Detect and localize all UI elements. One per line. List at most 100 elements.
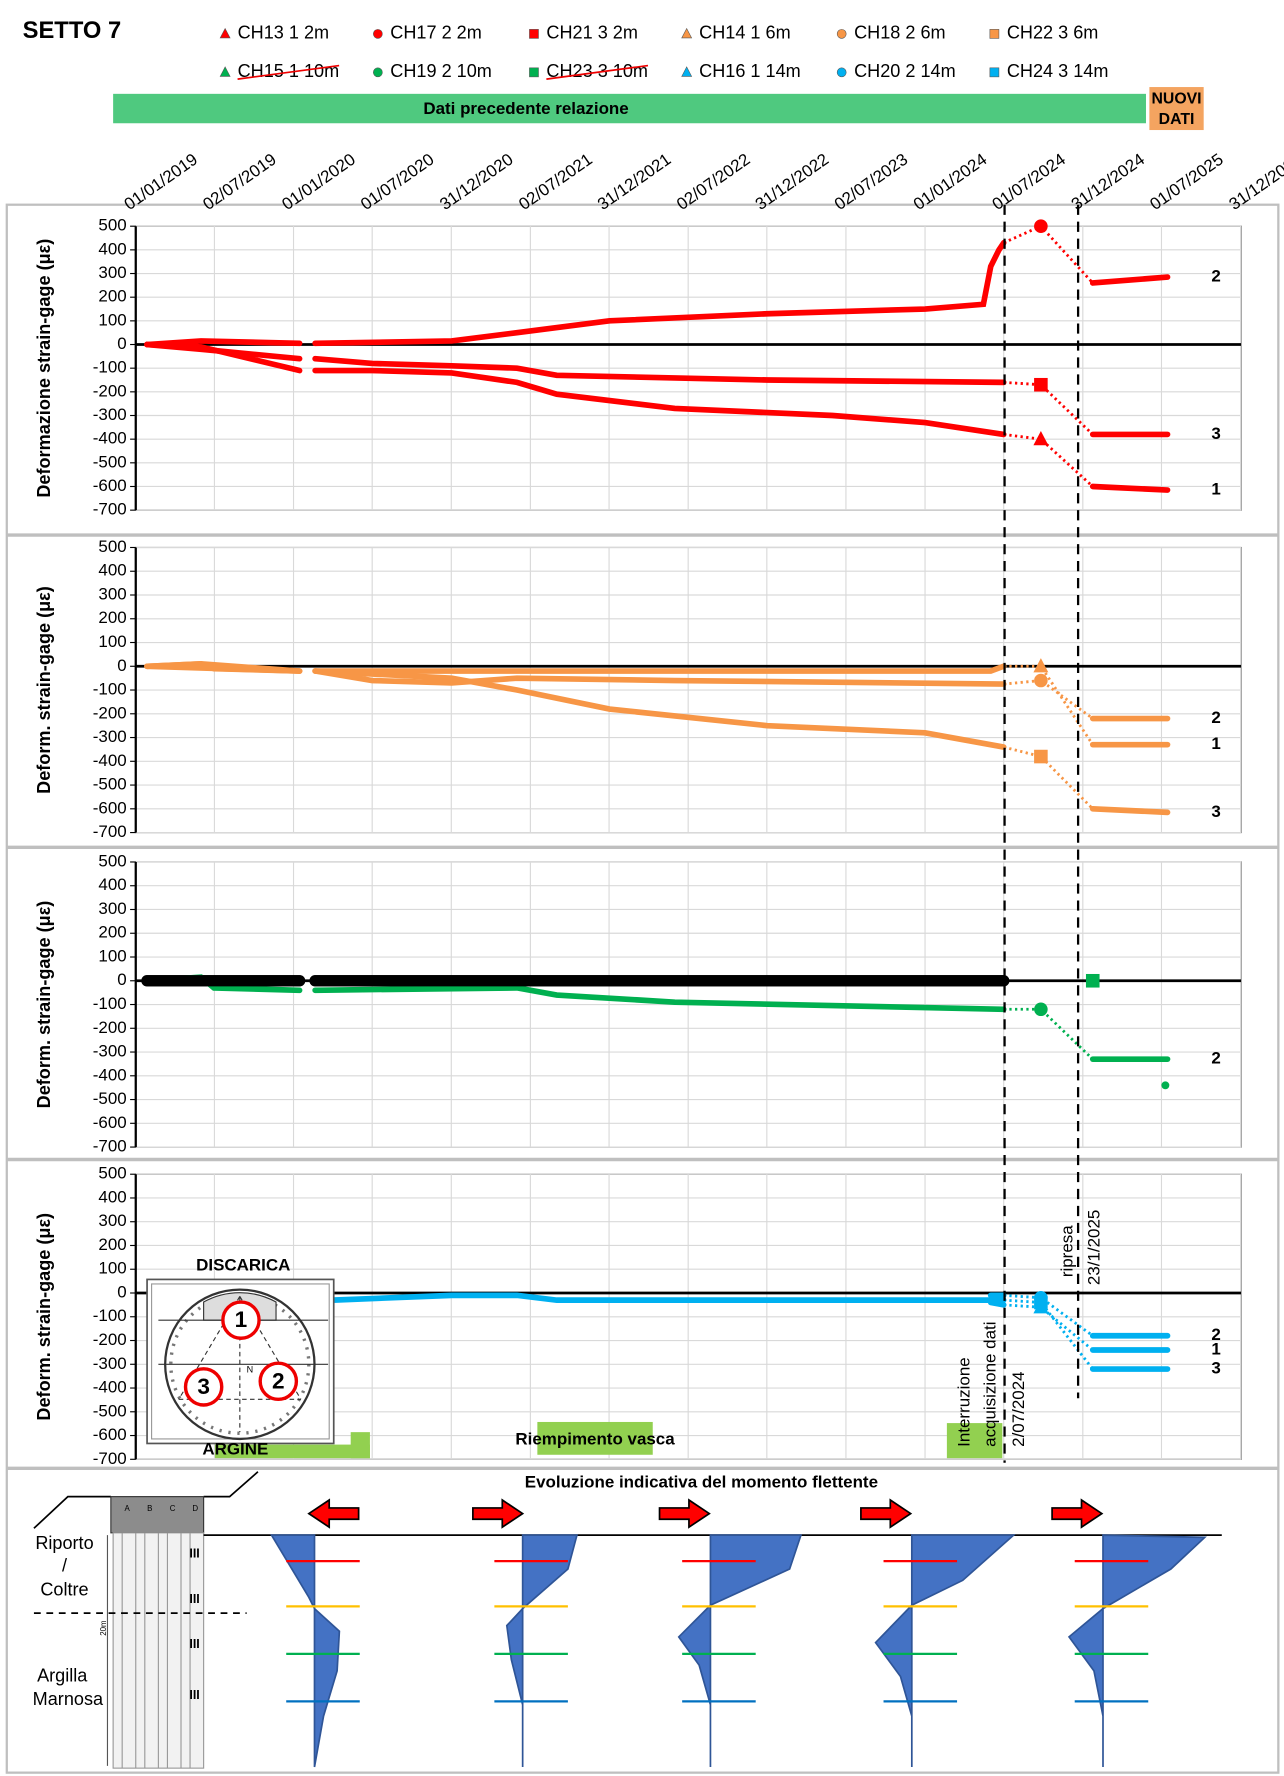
legend-label: CH13 1 2m	[238, 23, 330, 43]
end-label: 2	[1211, 1325, 1220, 1344]
gauge-label: III	[189, 1637, 199, 1651]
legend-label: CH17 2 2m	[390, 23, 482, 43]
series-line	[1089, 274, 1171, 286]
y-tick-label: 100	[98, 632, 126, 651]
landfill-label: DISCARICA	[196, 1255, 290, 1274]
legend-marker	[989, 29, 1000, 39]
gauge-label: III	[189, 1592, 199, 1606]
layer-label: Coltre	[40, 1579, 88, 1599]
column-label: D	[192, 1504, 198, 1513]
end-label: 1	[1211, 734, 1220, 753]
marker	[1034, 1295, 1048, 1310]
y-tick-label: -400	[93, 1065, 127, 1084]
legend-marker	[373, 29, 383, 39]
y-tick-label: -200	[93, 1330, 127, 1349]
column-label: C	[170, 1504, 176, 1513]
legend-strikethrough	[546, 64, 649, 80]
series-line	[144, 663, 1007, 750]
end-label: 2	[1211, 267, 1220, 286]
layer-label: Argilla	[37, 1665, 88, 1685]
marker	[1085, 973, 1100, 988]
inset-north: N	[247, 1364, 254, 1374]
y-tick-label: 300	[98, 584, 126, 603]
legend-label: CH23 3 10m	[546, 61, 648, 81]
embankment-label: ARGINE	[202, 1440, 268, 1459]
connector	[1003, 745, 1094, 810]
y-tick-label: -400	[93, 429, 127, 448]
y-tick-label: -100	[93, 358, 127, 377]
y-tick-label: -100	[93, 994, 127, 1013]
legend-marker	[681, 66, 693, 77]
arrow	[658, 1498, 711, 1529]
series-line	[330, 1292, 1007, 1303]
connector	[1003, 1293, 1094, 1337]
legend-label: CH15 1 10m	[238, 61, 340, 81]
end-label: 1	[1211, 1339, 1220, 1358]
inset-label: 1	[235, 1307, 248, 1332]
marker	[1033, 431, 1049, 446]
marker	[1034, 749, 1048, 764]
y-tick-label: 0	[117, 970, 126, 989]
y-tick-label: 300	[98, 263, 126, 282]
y-tick-label: 400	[98, 561, 126, 580]
arrow	[472, 1498, 525, 1529]
end-label: 3	[1211, 1359, 1220, 1378]
legend-marker	[529, 67, 539, 78]
y-tick-label: -500	[93, 452, 127, 471]
legend-marker	[836, 29, 847, 39]
inset-label: 3	[197, 1374, 210, 1399]
layer-label: /	[62, 1556, 68, 1576]
y-tick-label: -300	[93, 405, 127, 424]
moment-diagram	[505, 1534, 579, 1768]
arrow	[860, 1498, 913, 1529]
y-tick-label: 100	[98, 946, 126, 965]
y-tick-label: 500	[98, 216, 126, 235]
legend-marker	[529, 29, 539, 39]
column-label: A	[124, 1504, 130, 1513]
series-line	[144, 341, 1007, 386]
y-tick-label: -600	[93, 1425, 127, 1444]
arrow	[307, 1498, 360, 1529]
new-data-label: NUOVI	[1151, 91, 1201, 108]
y-tick-label: 200	[98, 608, 126, 627]
depth-label: 20m	[99, 1620, 108, 1636]
y-tick-label: -300	[93, 727, 127, 746]
connector	[1003, 380, 1094, 436]
annotations: Interruzione acquisizione dati 2/07/2024…	[146, 204, 1104, 1463]
marker	[1034, 377, 1048, 392]
moment-section: Evoluzione indicativa del momento flette…	[33, 1471, 1222, 1769]
connector	[1003, 664, 1094, 746]
point	[1161, 1081, 1170, 1090]
plot: -700 -600 -500 -400 -300 -200 -100 0 100 200 300 40…	[34, 851, 1242, 1156]
y-tick-label: -700	[93, 1449, 127, 1468]
y-tick-label: 0	[117, 334, 126, 353]
marker	[1034, 219, 1048, 233]
interruption-label: Interruzione	[954, 1357, 973, 1447]
moment-diagram	[677, 1534, 803, 1768]
new-data-band	[1149, 87, 1204, 131]
moment-diagram	[874, 1534, 1016, 1768]
y-tick-label: 500	[98, 851, 126, 870]
y-axis-title: Deform. strain-gage (με)	[34, 586, 54, 794]
y-tick-label: 400	[98, 239, 126, 258]
y-tick-label: -300	[93, 1354, 127, 1373]
y-tick-label: -500	[93, 775, 127, 794]
y-tick-label: -700	[93, 822, 127, 841]
end-label: 2	[1211, 1049, 1220, 1068]
legend-label: CH21 3 2m	[546, 23, 638, 43]
y-tick-label: 200	[98, 923, 126, 942]
y-tick-label: -700	[93, 1137, 127, 1156]
marker	[1034, 673, 1048, 688]
old-data-band	[113, 93, 1146, 124]
column-label: B	[147, 1504, 152, 1513]
legend-marker	[373, 67, 383, 78]
y-axis-title: Deformazione strain-gage (με)	[34, 239, 54, 498]
connector	[1003, 1303, 1094, 1352]
legend-label: CH14 1 6m	[699, 23, 791, 43]
y-tick-label: -500	[93, 1401, 127, 1420]
y-tick-label: 0	[117, 1282, 126, 1301]
y-tick-label: -100	[93, 1306, 127, 1325]
restart-label: ripresa	[1057, 1225, 1076, 1277]
legend-label: CH22 3 6m	[1007, 23, 1099, 43]
